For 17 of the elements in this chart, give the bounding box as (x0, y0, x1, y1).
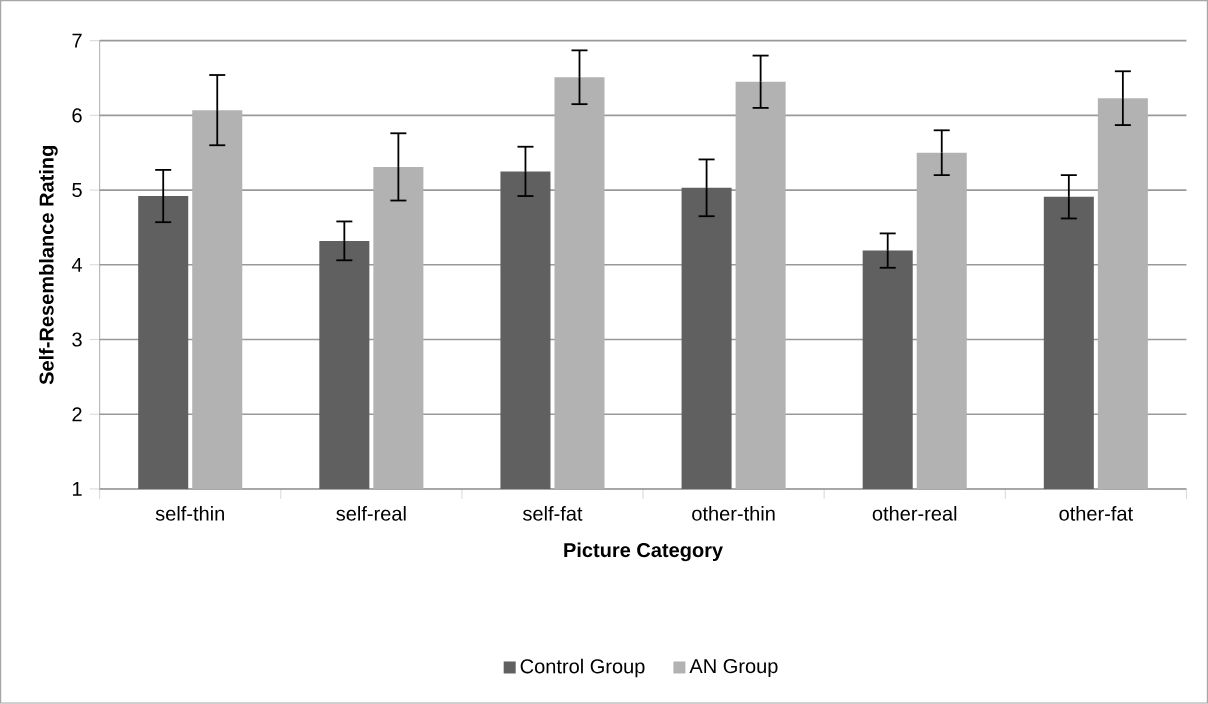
y-tick-label: 1 (73, 482, 82, 496)
y-tick-label: 5 (72, 183, 82, 198)
x-tick-label: other-thin (692, 506, 775, 521)
x-tick-label: self-real (336, 506, 406, 521)
y-tick-label: 2 (72, 407, 82, 422)
legend-label: AN Group (689, 659, 778, 678)
x-axis-title: Picture Category (564, 542, 723, 562)
y-tick-label: 6 (72, 108, 82, 123)
legend-label: Control Group (520, 658, 645, 678)
x-tick-label: self-fat (523, 506, 583, 521)
x-tick-label: self-thin (155, 506, 224, 521)
y-tick-label: 7 (72, 33, 82, 48)
y-axis-title: Self-Resemblance Rating (38, 146, 58, 385)
x-tick-label: other-real (872, 506, 957, 521)
x-tick-label: other-fat (1059, 506, 1133, 521)
y-tick-label: 4 (71, 258, 83, 272)
y-tick-label: 3 (72, 332, 82, 347)
